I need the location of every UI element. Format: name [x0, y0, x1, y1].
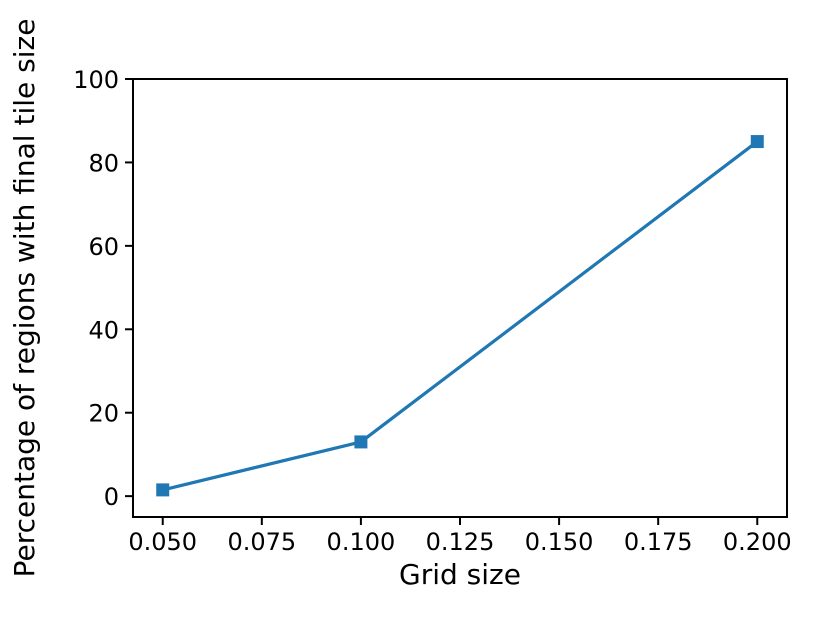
y-tick-label: 100: [73, 66, 119, 94]
y-tick-label: 60: [88, 233, 119, 261]
y-axis-ticks: 0 20 40 60 80 100: [73, 66, 133, 511]
x-tick-label: 0.125: [426, 528, 495, 556]
data-series: [156, 135, 764, 497]
x-tick-label: 0.050: [128, 528, 197, 556]
y-tick-label: 80: [88, 149, 119, 177]
data-point-marker: [750, 135, 764, 149]
y-tick-label: 20: [88, 400, 119, 428]
x-axis-label: Grid size: [399, 558, 521, 591]
x-tick-label: 0.100: [327, 528, 396, 556]
data-line: [161, 139, 759, 492]
axes: [132, 78, 788, 518]
x-tick-label: 0.175: [624, 528, 693, 556]
y-tick-label: 0: [104, 483, 119, 511]
y-tick-label: 40: [88, 316, 119, 344]
x-tick-label: 0.150: [525, 528, 594, 556]
x-axis-ticks: 0.050 0.075 0.100 0.125 0.150 0.175 0.200: [128, 517, 792, 556]
y-axis-label: Percentage of regions with final tile si…: [8, 19, 41, 578]
x-tick-label: 0.075: [227, 528, 296, 556]
plot-border: [132, 78, 788, 518]
x-tick-label: 0.200: [723, 528, 792, 556]
data-point-marker: [156, 483, 170, 497]
data-point-marker: [354, 435, 368, 449]
